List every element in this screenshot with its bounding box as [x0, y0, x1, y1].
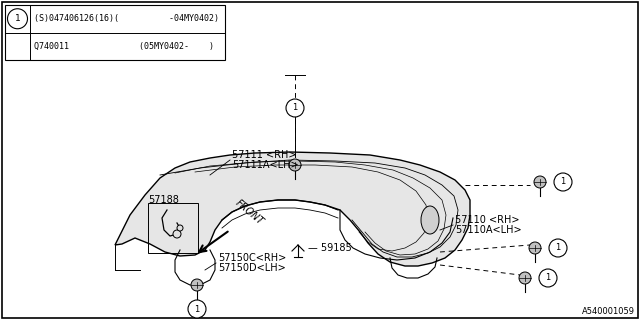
Text: 57111A<LH>: 57111A<LH> — [232, 160, 299, 170]
Circle shape — [539, 269, 557, 287]
Circle shape — [529, 242, 541, 254]
Text: 57110 <RH>: 57110 <RH> — [455, 215, 520, 225]
Circle shape — [549, 239, 567, 257]
Circle shape — [8, 9, 28, 29]
Bar — [5, 5, 225, 60]
Text: 1: 1 — [545, 274, 550, 283]
Circle shape — [173, 230, 181, 238]
Circle shape — [286, 99, 304, 117]
Text: 1: 1 — [556, 244, 561, 252]
Circle shape — [554, 173, 572, 191]
Circle shape — [191, 279, 203, 291]
Text: — 59185: — 59185 — [308, 243, 352, 253]
Text: 1: 1 — [195, 305, 200, 314]
Text: 57150C<RH>: 57150C<RH> — [218, 253, 286, 263]
Text: (S)047406126(16)(          -04MY0402): (S)047406126(16)( -04MY0402) — [34, 14, 219, 23]
Text: 57188: 57188 — [148, 195, 179, 205]
Circle shape — [289, 159, 301, 171]
Text: 57110A<LH>: 57110A<LH> — [455, 225, 522, 235]
Circle shape — [519, 272, 531, 284]
Text: 1: 1 — [15, 14, 20, 23]
Text: 1: 1 — [561, 178, 566, 187]
Circle shape — [534, 176, 546, 188]
Text: A540001059: A540001059 — [582, 307, 635, 316]
Text: FRONT: FRONT — [233, 198, 265, 227]
Circle shape — [188, 300, 206, 318]
Text: 57111 <RH>: 57111 <RH> — [232, 150, 296, 160]
Circle shape — [177, 225, 183, 231]
Polygon shape — [115, 152, 470, 266]
Text: 57150D<LH>: 57150D<LH> — [218, 263, 285, 273]
Ellipse shape — [421, 206, 439, 234]
Text: 1: 1 — [292, 103, 298, 113]
Text: Q740011              (05MY0402-    ): Q740011 (05MY0402- ) — [34, 42, 214, 51]
Bar — [148, 203, 198, 253]
